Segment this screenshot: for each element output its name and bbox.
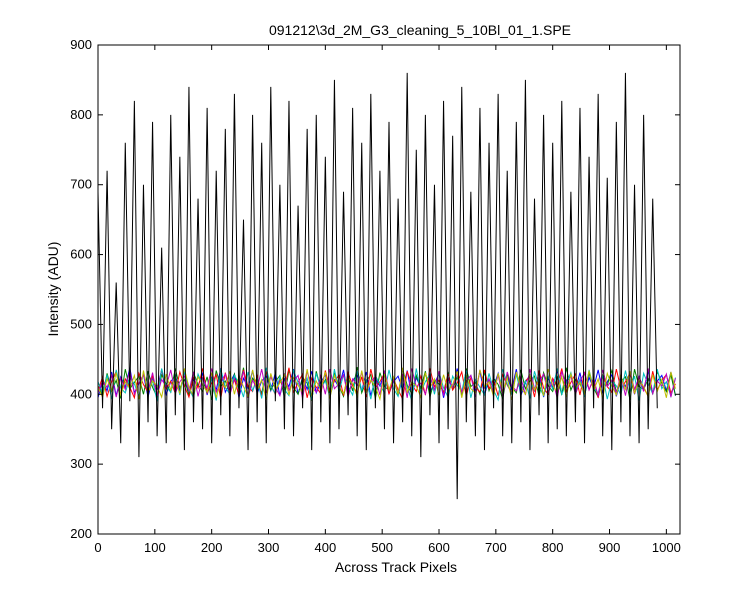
x-tick-label: 400 (314, 540, 336, 555)
y-tick-label: 400 (70, 386, 92, 401)
y-tick-label: 800 (70, 107, 92, 122)
x-tick-label: 200 (201, 540, 223, 555)
x-tick-label: 0 (94, 540, 101, 555)
chart-title: 091212\3d_2M_G3_cleaning_5_10Bl_01_1.SPE (269, 22, 571, 38)
x-tick-label: 1000 (652, 540, 681, 555)
y-tick-label: 200 (70, 526, 92, 541)
plot-area (98, 45, 680, 534)
tick-layer: 0 100 200 300 400 500 600 700 800 900 1000 200 300 40… (70, 37, 681, 555)
x-tick-label: 600 (428, 540, 450, 555)
x-tick-label: 800 (542, 540, 564, 555)
y-tick-label: 700 (70, 177, 92, 192)
x-tick-label: 100 (144, 540, 166, 555)
plot-frame (97, 44, 681, 535)
y-tick-label: 500 (70, 316, 92, 331)
x-tick-label: 900 (599, 540, 621, 555)
y-tick-label: 900 (70, 37, 92, 52)
y-tick-label: 300 (70, 456, 92, 471)
series-line-1 (98, 72, 658, 500)
y-axis-title: Intensity (ADU) (45, 242, 61, 337)
x-tick-label: 700 (485, 540, 507, 555)
y-tick-label: 600 (70, 247, 92, 262)
series-layer (98, 72, 676, 500)
x-axis-title: Across Track Pixels (335, 559, 457, 575)
x-tick-label: 500 (371, 540, 393, 555)
x-tick-label: 300 (258, 540, 280, 555)
